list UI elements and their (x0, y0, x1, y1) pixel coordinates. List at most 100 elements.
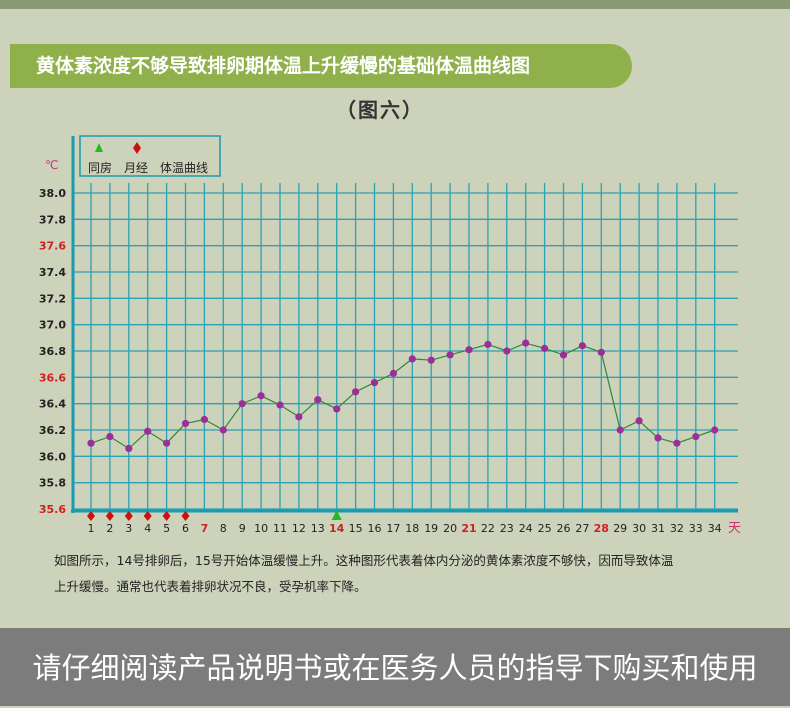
temperature-point (635, 417, 643, 425)
y-tick-label: 37.6 (39, 240, 66, 253)
temperature-point (597, 348, 605, 356)
x-tick-label: 10 (254, 522, 268, 535)
yuejing-marker (162, 511, 171, 521)
x-tick-label: 25 (538, 522, 552, 535)
y-tick-label: 36.6 (39, 371, 66, 384)
temperature-point (87, 439, 95, 447)
y-tick-label: 37.0 (39, 319, 66, 332)
x-tick-label: 27 (575, 522, 589, 535)
temperature-point (711, 426, 719, 434)
yuejing-marker (87, 511, 95, 521)
temperature-curve (90, 342, 715, 450)
y-axis-unit: ℃ (45, 158, 58, 172)
temperature-point (616, 426, 624, 434)
x-tick-label: 23 (500, 522, 514, 535)
x-tick-label: 24 (519, 522, 533, 535)
legend-yuejing-label: 月经 (124, 161, 148, 175)
x-tick-label: 16 (368, 522, 382, 535)
y-tick-label: 35.6 (39, 503, 66, 516)
x-tick-label: 12 (292, 522, 306, 535)
temperature-point (276, 401, 284, 409)
chart-title: 黄体素浓度不够导致排卵期体温上升缓慢的基础体温曲线图 (36, 55, 531, 77)
y-tick-label: 36.0 (39, 450, 66, 463)
temperature-point (125, 444, 133, 453)
chart-caption: 如图所示，14号排卵后，15号开始体温缓慢上升。这种图形代表着体内分泌的黄体素浓… (54, 548, 744, 600)
x-tick-label: 11 (273, 522, 287, 535)
temperature-point (578, 342, 587, 350)
temperature-point (238, 400, 246, 408)
x-tick-label: 26 (557, 522, 571, 535)
temperature-point (503, 347, 511, 355)
legend-frame (79, 135, 221, 177)
y-tick-label: 38.0 (39, 187, 66, 200)
temperature-point (408, 355, 416, 363)
x-tick-label: 18 (405, 522, 419, 535)
yuejing-marker (143, 511, 152, 521)
yuejing-marker (105, 511, 114, 521)
temperature-point (219, 426, 227, 434)
temperature-point (333, 405, 341, 413)
x-tick-label: 4 (144, 522, 151, 535)
y-tick-label: 35.8 (39, 477, 66, 490)
x-tick-label: 3 (125, 522, 132, 535)
x-axis-unit: 天 (728, 521, 741, 536)
footer-banner: 请仔细阅读产品说明书或在医务人员的指导下购买和使用 (0, 628, 790, 706)
temperature-point (541, 344, 549, 352)
y-tick-label: 37.8 (39, 213, 66, 226)
x-tick-label: 15 (349, 522, 363, 535)
temperature-point (522, 339, 530, 347)
x-tick-label: 29 (613, 522, 627, 535)
x-tick-label: 9 (239, 522, 246, 535)
x-tick-label: 30 (632, 522, 646, 535)
legend-curve-label: 体温曲线 (160, 161, 208, 175)
temperature-point (200, 415, 208, 424)
yuejing-marker (124, 511, 133, 521)
x-tick-label: 14 (329, 522, 345, 535)
y-tick-label: 36.8 (39, 345, 66, 358)
x-tick-label: 33 (689, 522, 703, 535)
temperature-point (484, 340, 492, 349)
yuejing-marker (181, 511, 190, 521)
footer-notice: 请仔细阅读产品说明书或在医务人员的指导下购买和使用 (32, 651, 758, 685)
temperature-point (692, 432, 700, 441)
caption-line-2: 上升缓慢。通常也代表着排卵状况不良，受孕机率下降。 (54, 579, 367, 594)
tongfang-marker (331, 510, 342, 520)
temperature-point (314, 396, 322, 404)
temperature-point (352, 388, 360, 396)
temperature-point (295, 413, 303, 421)
x-tick-label: 7 (201, 522, 209, 535)
x-tick-label: 22 (481, 522, 495, 535)
x-tick-label: 34 (708, 522, 722, 535)
x-tick-label: 5 (163, 522, 170, 535)
x-tick-label: 19 (424, 522, 438, 535)
temperature-point (257, 392, 265, 400)
x-tick-label: 8 (220, 522, 227, 535)
y-tick-label: 37.4 (39, 266, 66, 279)
caption-line-1: 如图所示，14号排卵后，15号开始体温缓慢上升。这种图形代表着体内分泌的黄体素浓… (54, 553, 674, 568)
x-tick-label: 17 (386, 522, 400, 535)
title-banner: 黄体素浓度不够导致排卵期体温上升缓慢的基础体温曲线图 (10, 44, 632, 88)
temperature-point (370, 379, 379, 387)
top-bar (0, 0, 790, 9)
temperature-point (144, 427, 152, 435)
temperature-point (389, 369, 397, 377)
x-tick-label: 6 (182, 522, 189, 535)
bbt-line-chart: 同房 月经 体温曲线 ℃ 天 35.6 35.8 36.0 36.2 36.4 36.6 3… (39, 135, 741, 536)
y-tick-label: 36.4 (39, 398, 66, 411)
temperature-point (465, 346, 473, 354)
temperature-point (106, 432, 114, 441)
temperature-point (163, 439, 171, 447)
temperature-point (654, 434, 662, 442)
x-tick-label: 1 (88, 522, 95, 535)
yuejing-legend-icon (133, 142, 141, 154)
temperature-point (446, 351, 454, 359)
x-tick-label: 2 (106, 522, 113, 535)
x-tick-label: 32 (670, 522, 684, 535)
temperature-point (559, 351, 568, 359)
x-tick-label: 31 (651, 522, 665, 535)
y-tick-label: 37.2 (39, 292, 66, 305)
x-tick-label: 13 (311, 522, 325, 535)
y-tick-label: 36.2 (39, 424, 66, 437)
chart-subtitle: （图六） (336, 98, 424, 122)
x-tick-label: 28 (594, 522, 609, 535)
